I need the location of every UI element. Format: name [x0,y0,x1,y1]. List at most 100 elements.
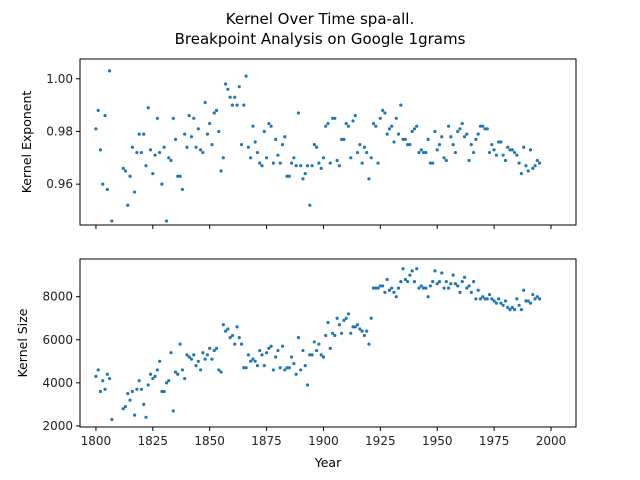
data-point [388,127,391,130]
data-point [254,360,257,363]
data-point [276,154,279,157]
data-point [158,360,161,363]
data-point [413,127,416,130]
data-point [260,353,263,356]
data-point [242,104,245,107]
data-point [461,280,464,283]
data-point [169,159,172,162]
data-point [267,122,270,125]
data-point [440,135,443,138]
data-point [427,138,430,141]
data-point [301,349,304,352]
data-point [310,353,313,356]
data-point [213,111,216,114]
data-point [472,280,475,283]
data-point [531,167,534,170]
xtick-label: 1925 [365,434,396,448]
data-point [511,148,514,151]
data-point [433,130,436,133]
data-point [138,133,141,136]
data-point [445,280,448,283]
data-point [470,291,473,294]
data-point [192,353,195,356]
data-point [365,151,368,154]
data-point [395,117,398,120]
data-point [463,276,466,279]
data-point [383,291,386,294]
data-point [204,101,207,104]
data-point [431,280,434,283]
data-point [297,111,300,114]
data-point [404,138,407,141]
data-point [304,364,307,367]
data-point [458,127,461,130]
data-point [440,271,443,274]
data-point [106,188,109,191]
data-point [488,151,491,154]
data-point [442,156,445,159]
data-point [518,304,521,307]
data-point [260,164,263,167]
data-point [204,358,207,361]
data-point [333,117,336,120]
data-point [131,146,134,149]
data-point [176,373,179,376]
data-point [424,151,427,154]
data-point [536,159,539,162]
xtick-label: 1950 [422,434,453,448]
ytick-label: 1.00 [46,72,73,86]
data-point [206,353,209,356]
data-point [347,125,350,128]
data-point [179,342,182,345]
data-point [256,151,259,154]
data-point [174,138,177,141]
data-point [103,388,106,391]
data-point [160,183,163,186]
data-point [94,127,97,130]
data-point [156,117,159,120]
data-point [458,291,461,294]
data-point [206,133,209,136]
data-point [219,169,222,172]
data-point [438,280,441,283]
figure-title-line1: Kernel Over Time spa-all. [226,10,414,28]
data-point [397,133,400,136]
data-point [224,82,227,85]
data-point [156,368,159,371]
data-point [463,135,466,138]
data-point [299,164,302,167]
data-point [222,323,225,326]
data-point [529,302,532,305]
data-point [128,175,131,178]
data-point [415,267,418,270]
data-point [165,219,168,222]
data-point [179,175,182,178]
data-point [354,114,357,117]
data-point [495,302,498,305]
data-point [147,106,150,109]
data-point [527,169,530,172]
data-point [215,109,218,112]
data-point [167,379,170,382]
data-point [308,204,311,207]
data-point [322,355,325,358]
data-point [101,183,104,186]
data-point [538,161,541,164]
data-point [513,151,516,154]
data-point [472,151,475,154]
data-point [126,392,129,395]
data-point [163,146,166,149]
data-point [406,280,409,283]
data-point [322,156,325,159]
data-point [235,104,238,107]
data-point [135,151,138,154]
data-point [470,143,473,146]
data-point [347,312,350,315]
data-point [374,125,377,128]
data-point [336,159,339,162]
data-point [520,308,523,311]
data-point [433,269,436,272]
figure-title-line2: Breakpoint Analysis on Google 1grams [175,30,466,48]
data-point [292,156,295,159]
